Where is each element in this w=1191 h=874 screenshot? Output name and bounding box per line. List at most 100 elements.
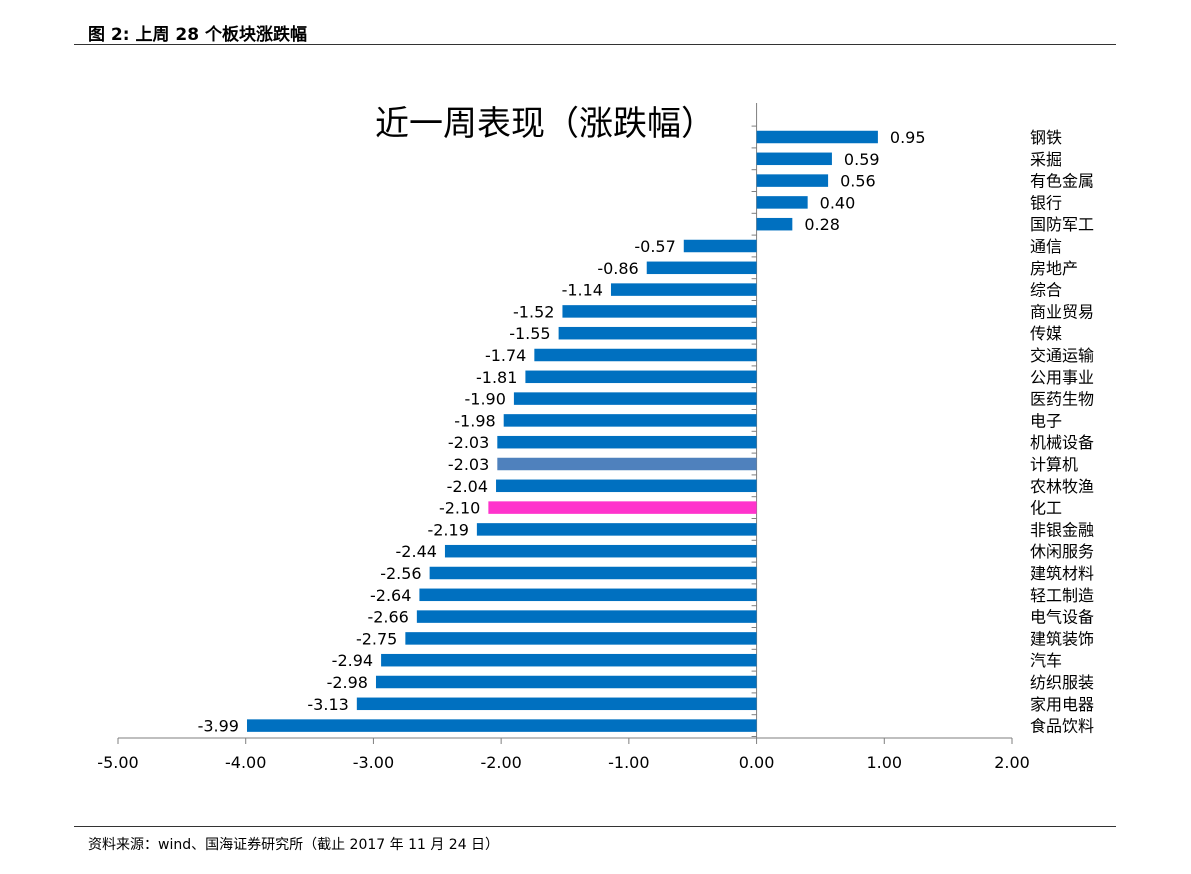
category-label: 建筑材料 <box>1030 564 1094 583</box>
data-label: -2.75 <box>356 629 397 648</box>
chart-title: 近一周表现（涨跌幅） <box>375 104 715 144</box>
x-tick-label: 2.00 <box>994 753 1030 772</box>
data-label: -2.04 <box>447 477 488 496</box>
x-tick-label: -2.00 <box>480 753 521 772</box>
category-label: 建筑装饰 <box>1030 629 1094 648</box>
data-label: -1.98 <box>454 411 495 430</box>
data-label: -1.55 <box>509 324 550 343</box>
category-label: 机械设备 <box>1030 433 1094 452</box>
bar <box>246 719 757 732</box>
data-label: -2.03 <box>448 455 489 474</box>
x-tick-label: 1.00 <box>866 753 902 772</box>
bar <box>381 653 757 667</box>
bar <box>476 523 757 536</box>
x-tick-label: -3.00 <box>353 753 394 772</box>
data-label: -1.52 <box>513 302 554 321</box>
category-label: 采掘 <box>1030 150 1062 169</box>
category-label: 医药生物 <box>1030 390 1094 409</box>
category-label: 化工 <box>1030 499 1062 518</box>
bar <box>756 152 832 166</box>
x-tick-label: 0.00 <box>739 753 775 772</box>
bar <box>356 697 757 711</box>
x-tick-label: -1.00 <box>608 753 649 772</box>
category-label: 商业贸易 <box>1030 302 1094 321</box>
category-label: 银行 <box>1030 193 1062 212</box>
data-label: -1.74 <box>485 346 526 365</box>
category-label: 交通运输 <box>1030 346 1094 365</box>
bar <box>496 479 757 493</box>
bar <box>429 566 757 580</box>
bar <box>488 501 757 514</box>
bar <box>756 174 829 187</box>
category-label: 计算机 <box>1030 455 1078 474</box>
bars <box>246 130 878 732</box>
source-note: 资料来源：wind、国海证券研究所（截止 2017 年 11 月 24 日） <box>88 837 500 853</box>
category-label: 食品饮料 <box>1030 717 1094 736</box>
axes: -5.00 -4.00 -3.00 -2.00 -1.00 0.00 1.00 2.00 <box>97 103 1030 772</box>
bar <box>497 457 757 471</box>
category-label: 国防军工 <box>1030 215 1094 234</box>
category-label: 休闲服务 <box>1030 542 1094 561</box>
data-label: -1.14 <box>562 281 603 300</box>
category-label: 农林牧渔 <box>1030 477 1094 496</box>
category-label: 纺织服装 <box>1030 673 1094 692</box>
bar <box>503 414 757 427</box>
bar <box>525 370 757 384</box>
bar <box>419 588 757 602</box>
data-label: -2.19 <box>427 520 468 539</box>
data-label: 0.28 <box>804 215 840 234</box>
bar <box>416 610 757 623</box>
bar <box>375 675 757 689</box>
bar <box>610 283 757 296</box>
bar <box>534 348 757 362</box>
data-label: -2.94 <box>332 651 373 670</box>
data-label: -2.66 <box>367 608 408 627</box>
category-label: 非银金融 <box>1030 520 1094 539</box>
data-label: -2.64 <box>370 586 411 605</box>
category-label: 轻工制造 <box>1030 586 1094 605</box>
category-label: 通信 <box>1030 237 1062 256</box>
bar <box>756 130 878 144</box>
data-label: -2.10 <box>439 499 480 518</box>
category-label: 有色金属 <box>1030 172 1094 191</box>
data-label: -2.03 <box>448 433 489 452</box>
bar <box>756 196 808 209</box>
x-tick-label: -4.00 <box>225 753 266 772</box>
data-label: 0.95 <box>890 128 926 147</box>
data-label: -1.81 <box>476 368 517 387</box>
bar <box>756 217 793 231</box>
category-label: 综合 <box>1030 281 1062 300</box>
category-label: 房地产 <box>1030 259 1078 278</box>
labels: 0.95 钢铁 0.59 采掘 0.56 有色金属 0.40 银行 0.28 国防军工 -0.57 通… <box>198 128 1094 736</box>
top-divider <box>74 44 1116 45</box>
data-label: -0.57 <box>634 237 675 256</box>
data-label: 0.59 <box>844 150 880 169</box>
x-tick-label: -5.00 <box>97 753 138 772</box>
bar <box>444 544 757 558</box>
data-label: -3.99 <box>198 717 239 736</box>
data-label: -3.13 <box>307 695 348 714</box>
bar <box>683 239 757 253</box>
data-label: 0.56 <box>840 172 876 191</box>
category-label: 电子 <box>1030 411 1062 430</box>
data-label: -2.56 <box>380 564 421 583</box>
category-label: 家用电器 <box>1030 695 1094 714</box>
category-label: 公用事业 <box>1030 368 1094 387</box>
bar <box>558 326 757 340</box>
category-label: 汽车 <box>1030 651 1062 670</box>
figure-title: 图 2: 上周 28 个板块涨跌幅 <box>88 25 307 45</box>
data-label: 0.40 <box>820 193 856 212</box>
data-label: -2.98 <box>327 673 368 692</box>
bar <box>497 435 757 449</box>
bar <box>646 261 757 275</box>
bar <box>405 632 757 645</box>
category-label: 电气设备 <box>1030 608 1094 627</box>
category-label: 传媒 <box>1030 324 1062 343</box>
data-label: -1.90 <box>465 390 506 409</box>
bar <box>562 305 757 318</box>
data-label: -0.86 <box>597 259 638 278</box>
bar <box>513 392 757 405</box>
data-label: -2.44 <box>396 542 437 561</box>
category-label: 钢铁 <box>1030 128 1062 147</box>
